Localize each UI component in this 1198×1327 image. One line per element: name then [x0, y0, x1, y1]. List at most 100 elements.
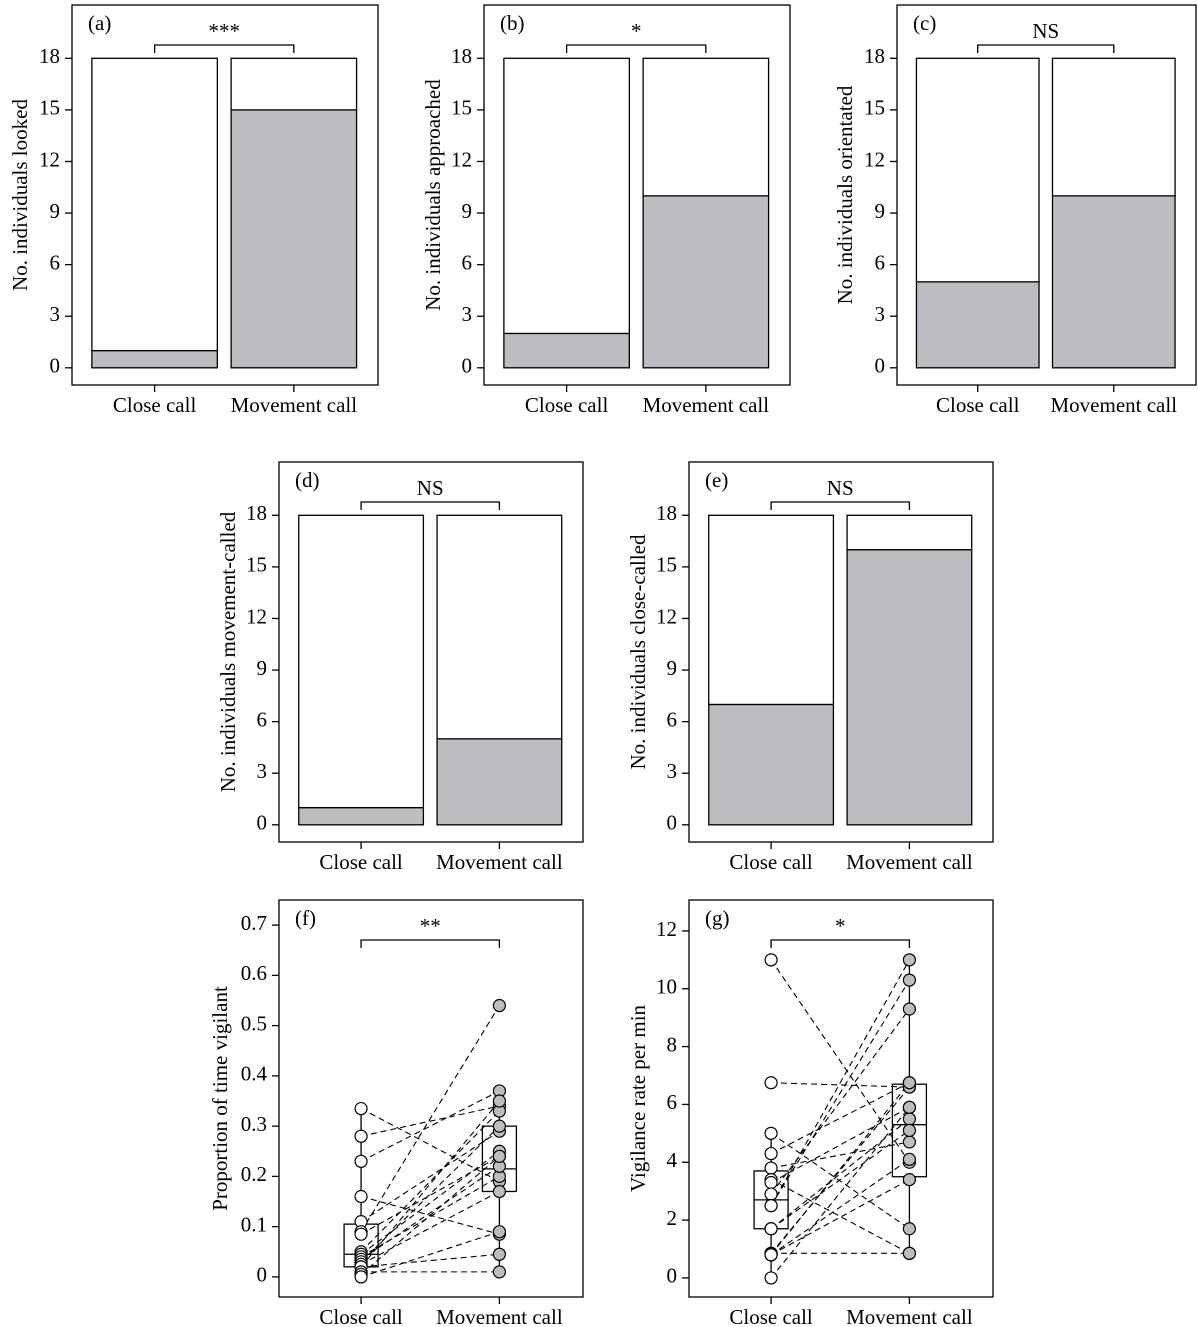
- y-tick-label: 18: [246, 501, 267, 525]
- point: [902, 1173, 917, 1187]
- bar-segment: [915, 57, 1040, 283]
- point: [764, 1222, 778, 1236]
- x-tick-label: Close call: [525, 393, 609, 417]
- point: [764, 1271, 778, 1285]
- point: [902, 1246, 917, 1260]
- y-tick-label: 0: [257, 811, 268, 835]
- bar-segment: [708, 514, 835, 706]
- y-tick-label: 0: [257, 1263, 268, 1287]
- pair-line: [770, 1179, 910, 1256]
- pair-line: [770, 1082, 910, 1155]
- pair-line: [360, 1175, 500, 1258]
- y-tick-label: 12: [656, 917, 677, 941]
- pair-line: [770, 979, 910, 1206]
- point: [354, 1227, 368, 1241]
- bar-segment: [298, 806, 425, 826]
- y-tick-label: 0.6: [241, 961, 267, 985]
- point: [492, 1225, 506, 1239]
- point: [764, 1187, 778, 1201]
- y-tick-label: 9: [875, 199, 886, 223]
- y-tick-label: 18: [864, 44, 885, 68]
- y-axis-label: No. individuals movement-called: [216, 511, 240, 792]
- plot-frame: [688, 461, 994, 843]
- y-tick-label: 15: [451, 96, 472, 120]
- y-axis-label: No. individuals approached: [421, 79, 445, 311]
- point: [902, 1222, 917, 1236]
- point: [764, 1076, 778, 1090]
- y-tick-label: 3: [667, 759, 678, 783]
- point: [492, 998, 506, 1013]
- point: [764, 1126, 778, 1140]
- significance-bracket: [153, 44, 295, 53]
- x-tick-label: Close call: [113, 393, 197, 417]
- y-axis-label: No. individuals looked: [8, 99, 32, 291]
- bar-segment: [846, 514, 973, 551]
- x-tick-label: Close call: [936, 393, 1020, 417]
- point: [764, 1199, 778, 1213]
- y-tick-label: 18: [656, 501, 677, 525]
- point: [764, 953, 778, 967]
- y-tick-label: 10: [656, 975, 677, 999]
- bar-segment: [230, 57, 358, 111]
- bar-segment: [436, 514, 563, 740]
- y-tick-label: 12: [656, 604, 677, 628]
- point: [902, 953, 917, 967]
- y-tick-label: 3: [462, 302, 473, 326]
- panel-label: (c): [913, 11, 936, 35]
- y-tick-label: 6: [257, 707, 268, 731]
- bar-segment: [915, 281, 1040, 369]
- point: [492, 1184, 506, 1199]
- point: [902, 1076, 917, 1090]
- point: [354, 1101, 368, 1116]
- significance-label: NS: [1032, 19, 1059, 43]
- y-tick-label: 9: [257, 656, 268, 680]
- x-tick-label: Close call: [319, 850, 403, 874]
- y-tick-label: 3: [257, 759, 268, 783]
- pair-line: [360, 1155, 500, 1235]
- panel-label: (g): [705, 906, 730, 930]
- y-tick-label: 12: [246, 604, 267, 628]
- y-tick-label: 12: [451, 147, 472, 171]
- y-tick-label: 0.5: [241, 1011, 267, 1035]
- bar-segment: [642, 195, 770, 369]
- significance-label: NS: [417, 476, 444, 500]
- significance-bracket: [977, 44, 1115, 53]
- y-tick-label: 15: [864, 96, 885, 120]
- y-tick-label: 0: [50, 354, 61, 378]
- x-tick-label: Movement call: [643, 393, 770, 417]
- pair-line: [360, 1100, 500, 1268]
- significance-label: *: [631, 19, 642, 43]
- panel-label: (d): [295, 468, 320, 492]
- y-tick-label: 18: [451, 44, 472, 68]
- y-axis-label: No. individuals orientated: [833, 85, 857, 304]
- y-tick-label: 0: [462, 354, 473, 378]
- point: [902, 1100, 917, 1114]
- significance-bracket: [770, 939, 911, 948]
- plot-frame: [688, 899, 994, 1298]
- y-tick-label: 0.7: [241, 911, 267, 935]
- y-tick-label: 6: [50, 250, 61, 274]
- y-tick-label: 6: [667, 1090, 678, 1114]
- y-tick-label: 12: [39, 147, 60, 171]
- panel-label: (f): [295, 906, 316, 930]
- point: [764, 1175, 778, 1190]
- x-tick-label: Close call: [729, 850, 813, 874]
- y-tick-label: 0.1: [241, 1212, 267, 1236]
- y-tick-label: 9: [462, 199, 473, 223]
- y-tick-label: 6: [875, 250, 886, 274]
- panel-label: (a): [88, 11, 111, 35]
- y-tick-label: 15: [246, 553, 267, 577]
- pair-line: [360, 1231, 500, 1278]
- plot-frame: [278, 461, 584, 843]
- point: [902, 1123, 917, 1138]
- y-tick-label: 15: [39, 96, 60, 120]
- bar-segment: [91, 349, 218, 369]
- pair-line: [770, 1008, 910, 1195]
- pair-line: [360, 1130, 500, 1223]
- pair-line: [770, 1106, 910, 1183]
- x-tick-label: Movement call: [846, 1305, 973, 1327]
- pair-line: [770, 1082, 910, 1256]
- y-axis-label: No. individuals close-called: [626, 534, 650, 770]
- panel-label: (b): [500, 11, 525, 35]
